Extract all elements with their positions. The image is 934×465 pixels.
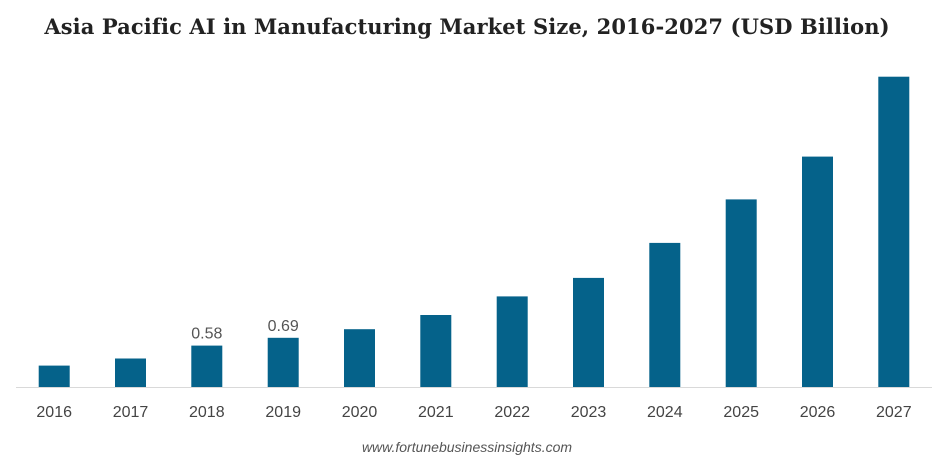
x-tick-label-2024: 2024 — [647, 404, 683, 421]
bar-2022 — [496, 296, 528, 387]
x-tick-labels-group: 2016 2017 2018 2019 2020 2021 2022 2023 2024 2025… — [36, 404, 911, 421]
bar-2024 — [649, 242, 681, 387]
x-tick-label-2020: 2020 — [342, 404, 378, 421]
bar-2023 — [573, 277, 604, 387]
bar-2021 — [420, 315, 452, 387]
x-tick-label-2027: 2027 — [876, 404, 912, 421]
bar-2018 — [191, 345, 223, 387]
x-tick-label-2017: 2017 — [113, 404, 149, 421]
data-label-2018: 0.58 — [191, 326, 222, 343]
bar-2019 — [267, 337, 299, 387]
x-tick-label-2025: 2025 — [723, 404, 759, 421]
x-tick-label-2021: 2021 — [418, 404, 454, 421]
data-labels-group: 0.58 0.69 — [191, 318, 299, 343]
bar-2016 — [38, 365, 70, 387]
x-tick-label-2018: 2018 — [189, 404, 225, 421]
bar-2017 — [115, 358, 146, 387]
source-credit: www.fortunebusinessinsights.com — [361, 439, 573, 455]
bars-group — [38, 76, 910, 387]
bar-2027 — [878, 76, 910, 387]
chart-title: Asia Pacific AI in Manufacturing Market … — [44, 14, 890, 39]
bar-2025 — [725, 199, 757, 387]
x-tick-label-2026: 2026 — [800, 404, 836, 421]
bar-2020 — [344, 329, 375, 387]
x-tick-label-2022: 2022 — [494, 404, 530, 421]
bar-2026 — [802, 156, 833, 387]
x-tick-label-2016: 2016 — [36, 404, 72, 421]
x-tick-label-2023: 2023 — [571, 404, 607, 421]
x-tick-label-2019: 2019 — [265, 404, 301, 421]
data-label-2019: 0.69 — [268, 318, 299, 335]
